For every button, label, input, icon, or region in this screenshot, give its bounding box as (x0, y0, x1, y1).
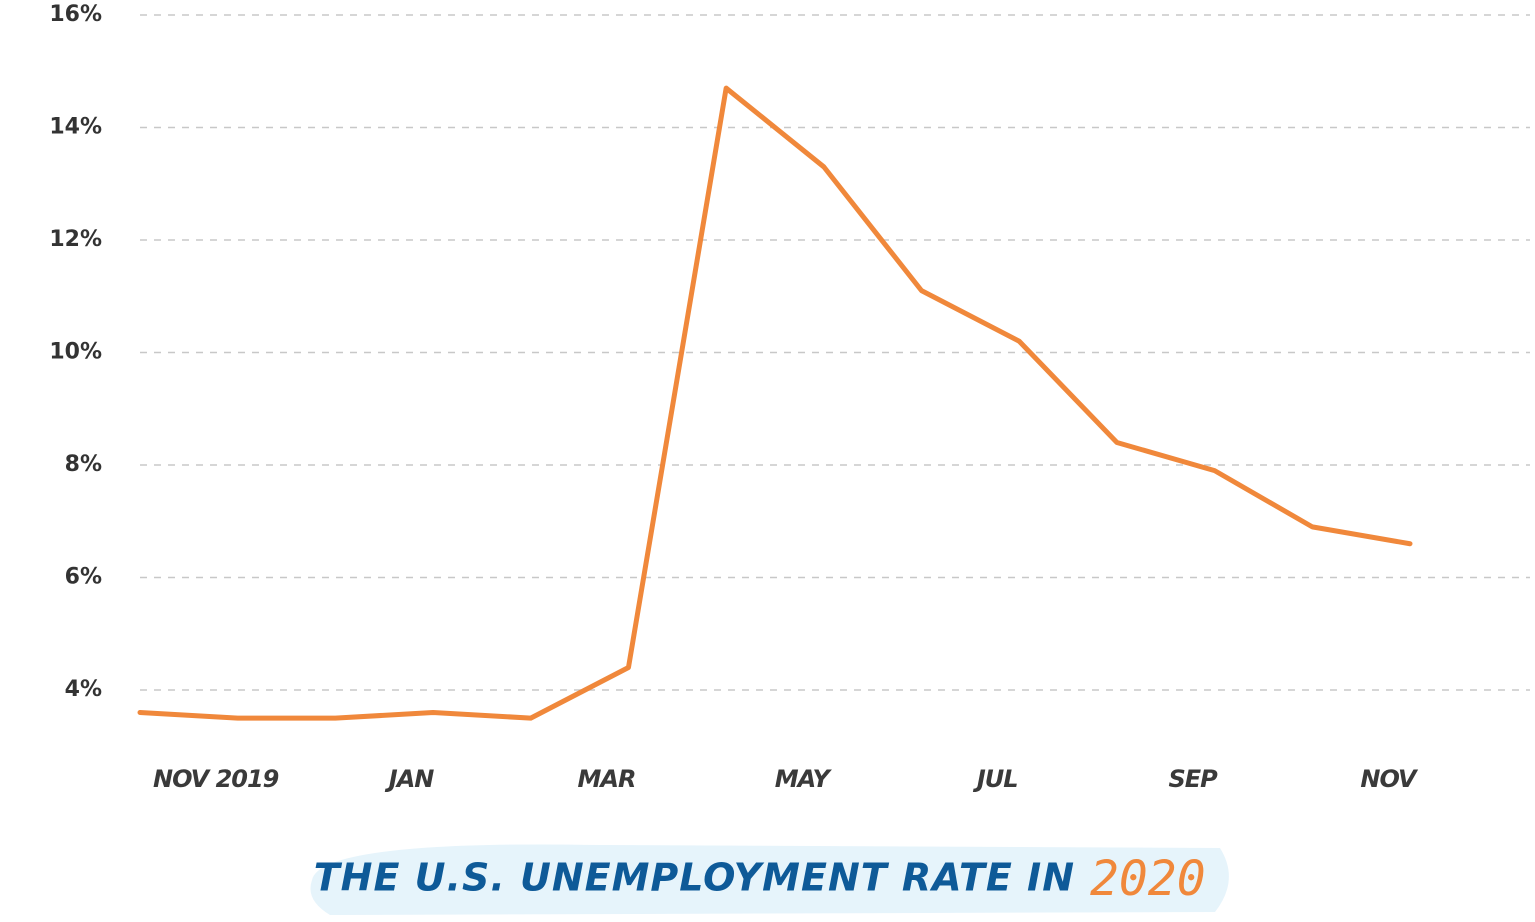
x-tick-label: NOV 2019 (153, 765, 279, 793)
y-tick-label: 8% (65, 452, 102, 477)
y-tick-label: 10% (49, 340, 102, 365)
x-tick-label: SEP (1168, 765, 1218, 793)
y-tick-label: 14% (49, 115, 102, 140)
y-tick-label: 4% (65, 677, 102, 702)
x-tick-label: JAN (385, 765, 435, 793)
chart-title-year: 2020 (1090, 851, 1206, 907)
chart-title: THE U.S. UNEMPLOYMENT RATE IN (314, 856, 1075, 900)
y-tick-label: 16% (49, 2, 102, 27)
y-tick-label: 12% (49, 227, 102, 252)
x-tick-label: MAY (775, 765, 833, 793)
y-tick-label: 6% (65, 565, 102, 590)
x-tick-label: JUL (973, 765, 1018, 793)
x-tick-label: MAR (577, 765, 635, 793)
title-highlight-band (310, 844, 1229, 915)
x-tick-label: NOV (1360, 765, 1419, 793)
line-series (137, 85, 1413, 721)
